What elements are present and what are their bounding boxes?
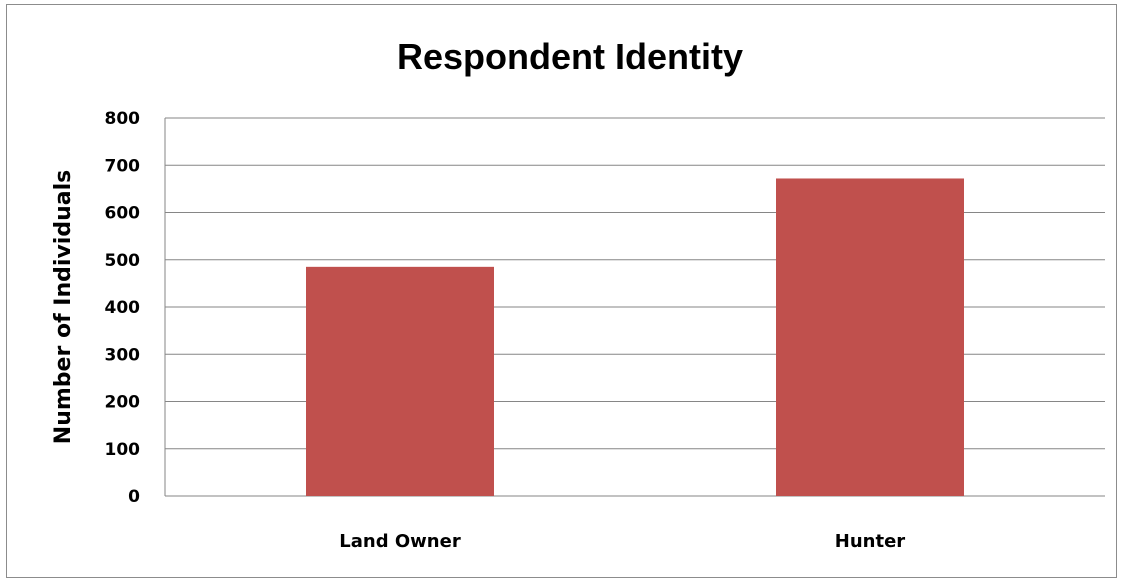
- y-tick-label: 500: [105, 251, 141, 271]
- x-category-labels: Land Owner Hunter: [339, 531, 905, 552]
- x-category-label: Hunter: [835, 531, 906, 552]
- y-tick-label: 200: [105, 393, 141, 413]
- bars: [306, 178, 964, 497]
- y-tick-label: 100: [105, 440, 141, 460]
- x-category-label: Land Owner: [339, 531, 461, 552]
- y-tick-label: 800: [105, 109, 141, 129]
- chart-title: Respondent Identity: [396, 36, 743, 77]
- y-tick-label: 0: [128, 487, 140, 507]
- y-tick-label: 400: [105, 298, 141, 318]
- y-tick-label: 600: [105, 204, 141, 224]
- y-tick-label: 700: [105, 156, 141, 176]
- y-axis-label: Number of Individuals: [51, 170, 76, 444]
- y-tick-label: 300: [105, 345, 141, 365]
- bar-hunter: [776, 178, 964, 497]
- bar-land-owner: [306, 266, 494, 496]
- y-tick-labels: 0 100 200 300 400 500 600 700 800: [105, 109, 141, 507]
